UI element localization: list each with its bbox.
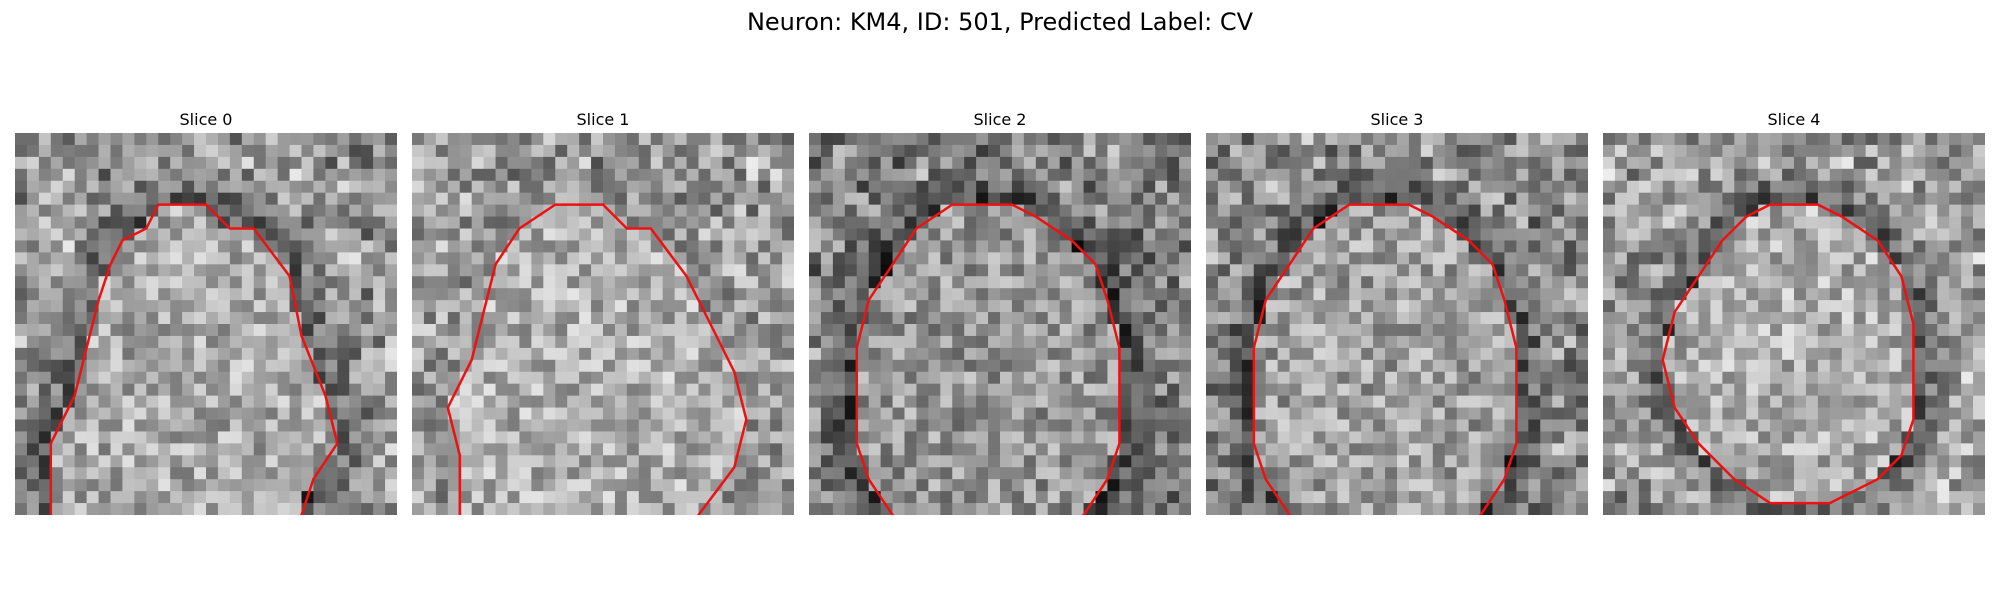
slice-image-0 xyxy=(15,133,397,515)
slice-panel-0: Slice 0 xyxy=(15,107,397,515)
segmentation-contour xyxy=(49,203,339,515)
slice-title-1: Slice 1 xyxy=(576,110,630,129)
pixel-grid xyxy=(809,133,1191,515)
pixel-grid xyxy=(412,133,794,515)
slice-panel-1: Slice 1 xyxy=(412,107,794,515)
pixel-grid xyxy=(15,133,397,515)
pixel-grid xyxy=(1603,133,1985,515)
segmentation-contour xyxy=(446,203,748,515)
segmentation-contour xyxy=(1661,203,1915,505)
slice-title-4: Slice 4 xyxy=(1767,110,1821,129)
segmentation-contour xyxy=(1252,203,1518,515)
segmentation-contour xyxy=(855,203,1121,515)
slice-image-2 xyxy=(809,133,1191,515)
slice-image-1 xyxy=(412,133,794,515)
slice-title-2: Slice 2 xyxy=(973,110,1027,129)
slice-panel-2: Slice 2 xyxy=(809,107,1191,515)
slice-title-0: Slice 0 xyxy=(179,110,233,129)
pixel-grid xyxy=(1206,133,1588,515)
slice-title-3: Slice 3 xyxy=(1370,110,1424,129)
slice-image-3 xyxy=(1206,133,1588,515)
slice-panel-4: Slice 4 xyxy=(1603,107,1985,515)
slice-image-4 xyxy=(1603,133,1985,515)
figure-title: Neuron: KM4, ID: 501, Predicted Label: C… xyxy=(746,8,1254,36)
slice-panel-3: Slice 3 xyxy=(1206,107,1588,515)
